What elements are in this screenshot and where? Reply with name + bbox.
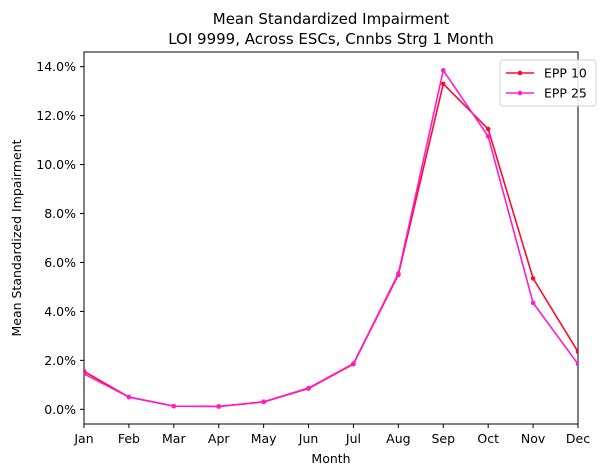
data-point <box>440 68 446 73</box>
data-point <box>440 81 446 87</box>
data-point <box>261 399 266 405</box>
y-tick-label: 10.0% <box>36 157 76 172</box>
x-tick-label: Nov <box>521 431 546 446</box>
y-tick-label: 6.0% <box>44 255 76 270</box>
x-axis-label: Month <box>311 451 350 466</box>
series-line <box>84 83 578 408</box>
series-epp-25 <box>84 68 578 409</box>
data-point <box>530 300 536 306</box>
x-tick-label: Aug <box>386 431 410 446</box>
x-tick-label: Mar <box>162 431 186 446</box>
data-point <box>171 403 177 409</box>
y-tick-label: 0.0% <box>44 402 76 417</box>
y-axis-label: Mean Standardized Impairment <box>9 139 24 336</box>
x-tick-label: Sep <box>431 431 455 446</box>
legend: EPP 10 EPP 25 <box>499 59 597 107</box>
y-tick-label: 2.0% <box>44 353 76 368</box>
chart-title-line-1: Mean Standardized Impairment <box>213 10 450 28</box>
y-tick-label: 4.0% <box>44 304 76 319</box>
data-point <box>306 385 311 391</box>
y-tick-label: 8.0% <box>44 206 76 221</box>
series-lines <box>84 68 578 409</box>
legend-entry-label: EPP 10 <box>544 66 587 81</box>
data-point <box>485 134 491 139</box>
legend-entry-label: EPP 25 <box>544 86 587 101</box>
data-point <box>126 394 132 400</box>
data-point <box>396 271 401 276</box>
data-point <box>485 126 491 132</box>
y-tick-label: 12.0% <box>36 108 76 123</box>
plot-frame <box>83 51 579 425</box>
x-tick-label: Jul <box>345 431 361 446</box>
x-tick-label: Apr <box>208 431 230 446</box>
legend-box <box>499 59 597 107</box>
data-point <box>530 276 536 281</box>
chart-title-line-2: LOI 9999, Across ESCs, Cnnbs Strg 1 Mont… <box>168 30 494 48</box>
data-point <box>575 349 578 355</box>
series-line <box>84 69 578 408</box>
data-point <box>575 361 578 367</box>
x-tick-label: Jan <box>73 431 93 446</box>
series-epp-10 <box>84 81 578 409</box>
y-tick-label: 14.0% <box>36 59 76 74</box>
data-point <box>216 404 222 409</box>
data-point <box>84 371 87 377</box>
legend-swatch-marker <box>517 70 523 76</box>
x-tick-label: Feb <box>118 431 140 446</box>
x-tick-label: Jun <box>298 431 319 446</box>
x-tick-label: Dec <box>566 431 590 446</box>
plot-area <box>83 51 579 425</box>
legend-swatch-marker <box>517 90 523 96</box>
x-tick-label: Oct <box>477 431 499 446</box>
data-point <box>351 361 356 366</box>
x-tick-label: May <box>251 431 277 446</box>
axis-ticks: Jan Feb Mar Apr May Jun Jul Aug Sep Oct Nov Dec 0.0%… <box>36 59 590 446</box>
